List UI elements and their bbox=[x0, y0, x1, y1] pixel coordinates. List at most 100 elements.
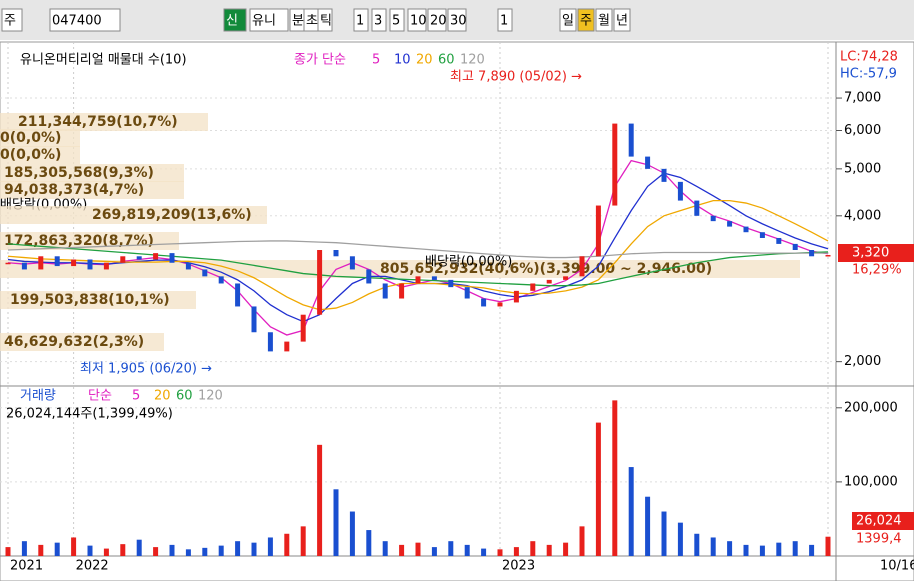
candle bbox=[612, 123, 618, 206]
x-tick-label: 10/16 bbox=[880, 559, 914, 574]
toolbar-button[interactable] bbox=[447, 8, 467, 32]
toolbar-label[interactable]: 월 bbox=[598, 14, 610, 29]
candle bbox=[497, 302, 503, 307]
profile-label: 0(0,0%) bbox=[0, 147, 61, 163]
y-tick-label: 7,000 bbox=[844, 91, 881, 106]
profile-label: 0(0,0%) bbox=[0, 130, 61, 146]
toolbar-button[interactable] bbox=[49, 8, 121, 32]
volume-bar bbox=[87, 545, 93, 556]
volume-bar bbox=[448, 541, 454, 556]
volume-bar bbox=[235, 541, 241, 556]
volume-bar bbox=[431, 547, 437, 556]
volume-bar bbox=[792, 541, 798, 556]
candle bbox=[776, 237, 782, 244]
y-tick-label: 100,000 bbox=[844, 474, 898, 489]
candle bbox=[481, 298, 487, 307]
candle bbox=[694, 200, 700, 216]
volume-bar bbox=[251, 542, 257, 556]
volume-bar bbox=[464, 544, 470, 556]
toolbar-button[interactable] bbox=[371, 8, 387, 32]
candle bbox=[333, 250, 339, 257]
toolbar-button[interactable] bbox=[427, 8, 447, 32]
volume-bar bbox=[5, 547, 11, 556]
candle bbox=[595, 205, 601, 257]
toolbar-label[interactable]: 1 bbox=[500, 14, 508, 29]
candle bbox=[579, 256, 585, 277]
toolbar-button[interactable] bbox=[407, 8, 427, 32]
toolbar-label[interactable]: 주 bbox=[4, 14, 16, 29]
toolbar-button[interactable] bbox=[223, 8, 247, 32]
profile-label: 94,038,373(4,7%) bbox=[4, 182, 144, 198]
volume-profile-band bbox=[0, 291, 196, 309]
candle bbox=[87, 259, 93, 270]
candle bbox=[464, 287, 470, 299]
legend-entry: 120 bbox=[198, 389, 223, 404]
toolbar-label[interactable]: 30 bbox=[450, 14, 467, 29]
toolbar-button[interactable] bbox=[577, 8, 595, 32]
candle bbox=[710, 215, 716, 222]
candle bbox=[645, 156, 651, 169]
x-tick-label: 2021 bbox=[10, 559, 43, 574]
candle bbox=[317, 250, 323, 315]
toolbar-label[interactable]: 20 bbox=[430, 14, 447, 29]
volume-profile-band bbox=[0, 129, 80, 147]
volume-bar bbox=[481, 548, 487, 556]
toolbar-button[interactable] bbox=[559, 8, 577, 32]
toolbar-button[interactable] bbox=[497, 8, 513, 32]
last-volume-box bbox=[852, 512, 914, 530]
candle bbox=[431, 276, 437, 280]
candle bbox=[546, 279, 552, 284]
toolbar-button[interactable] bbox=[317, 8, 333, 32]
volume-bar bbox=[563, 542, 569, 556]
toolbar-button[interactable] bbox=[595, 8, 613, 32]
toolbar-label[interactable]: 유니 bbox=[252, 14, 276, 29]
volume-bar bbox=[103, 548, 109, 556]
candle bbox=[169, 253, 175, 263]
candle bbox=[513, 290, 519, 303]
candle bbox=[727, 221, 733, 227]
volume-bar bbox=[628, 467, 634, 556]
candle bbox=[153, 253, 159, 260]
toolbar-label[interactable]: 일 bbox=[562, 14, 574, 29]
toolbar-label[interactable]: 10 bbox=[410, 14, 427, 29]
candle bbox=[54, 256, 60, 267]
volume-bar bbox=[612, 400, 618, 556]
toolbar-label[interactable]: 년 bbox=[616, 14, 628, 29]
toolbar-label[interactable]: 분 bbox=[292, 14, 304, 29]
volume-bar bbox=[366, 530, 372, 556]
volume-bar bbox=[382, 541, 388, 556]
toolbar-label[interactable]: 틱 bbox=[320, 14, 332, 29]
volume-bar bbox=[530, 541, 536, 556]
volume-profile-band bbox=[0, 181, 184, 199]
side-label: HC:-57,9 bbox=[840, 67, 897, 82]
toolbar-label[interactable]: 047400 bbox=[52, 14, 102, 29]
dividend-label: 배당락(0,00%) bbox=[425, 255, 512, 270]
subtitle: 26,024,144주(1,399,49%) bbox=[6, 407, 173, 422]
candle bbox=[267, 332, 273, 352]
toolbar-button[interactable] bbox=[1, 8, 23, 32]
toolbar-label[interactable]: 주 bbox=[580, 14, 592, 29]
candle bbox=[825, 255, 831, 257]
profile-label: 199,503,838(10,1%) bbox=[10, 292, 170, 308]
candle bbox=[284, 341, 290, 352]
toolbar-label[interactable]: 3 bbox=[374, 14, 382, 29]
toolbar-button[interactable] bbox=[389, 8, 405, 32]
toolbar-label[interactable]: 5 bbox=[392, 14, 400, 29]
volume-bar bbox=[169, 544, 175, 556]
volume-profile-band bbox=[0, 146, 80, 164]
toolbar-button[interactable] bbox=[613, 8, 631, 32]
toolbar-button[interactable] bbox=[249, 8, 289, 32]
candle bbox=[21, 262, 27, 270]
legend-entry: 5 bbox=[132, 389, 140, 404]
volume-bar bbox=[71, 537, 77, 556]
toolbar-label[interactable]: 1 bbox=[356, 14, 364, 29]
legend-entry: 20 bbox=[416, 53, 433, 68]
volume-bar bbox=[776, 542, 782, 556]
volume-profile-band bbox=[0, 164, 184, 182]
toolbar-label[interactable]: 초 bbox=[306, 14, 318, 29]
toolbar-label[interactable]: 신 bbox=[226, 14, 238, 29]
toolbar-button[interactable] bbox=[353, 8, 369, 32]
y-tick-label: 4,000 bbox=[844, 208, 881, 223]
candle bbox=[743, 226, 749, 233]
change-label: 16,29% bbox=[852, 263, 902, 278]
